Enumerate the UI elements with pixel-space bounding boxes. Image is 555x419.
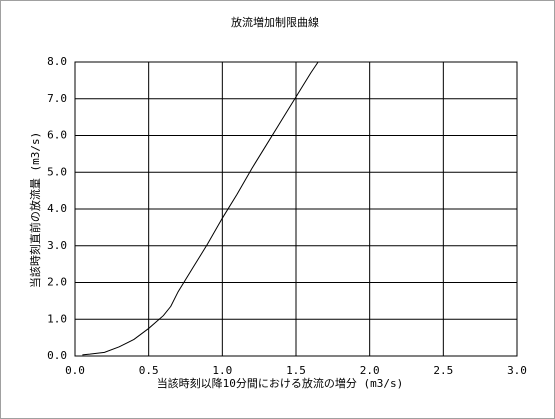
chart-title: 放流増加制限曲線 (231, 15, 319, 29)
y-tick-label: 2.0 (47, 276, 67, 289)
x-tick-label: 3.0 (507, 364, 527, 377)
y-tick-label: 4.0 (47, 202, 67, 215)
y-tick-label: 6.0 (47, 129, 67, 142)
y-tick-label: 1.0 (47, 312, 67, 325)
x-tick-label: 2.0 (360, 364, 380, 377)
x-tick-label: 0.5 (139, 364, 159, 377)
y-tick-label: 0.0 (47, 349, 67, 362)
data-line (82, 61, 319, 356)
x-tick-label: 1.0 (212, 364, 232, 377)
y-axis-label: 当該時刻直前の放流量 (m3/s) (28, 132, 42, 288)
y-tick-label: 3.0 (47, 239, 67, 252)
x-axis-label: 当該時刻以降10分間における放流の増分 (m3/s) (157, 376, 404, 390)
y-tick-label: 7.0 (47, 92, 67, 105)
x-tick-label: 0.0 (65, 364, 85, 377)
x-tick-label: 1.5 (286, 364, 306, 377)
plot-border (74, 61, 518, 357)
x-tick-label: 2.5 (433, 364, 453, 377)
y-tick-label: 8.0 (47, 55, 67, 68)
y-tick-label: 5.0 (47, 165, 67, 178)
